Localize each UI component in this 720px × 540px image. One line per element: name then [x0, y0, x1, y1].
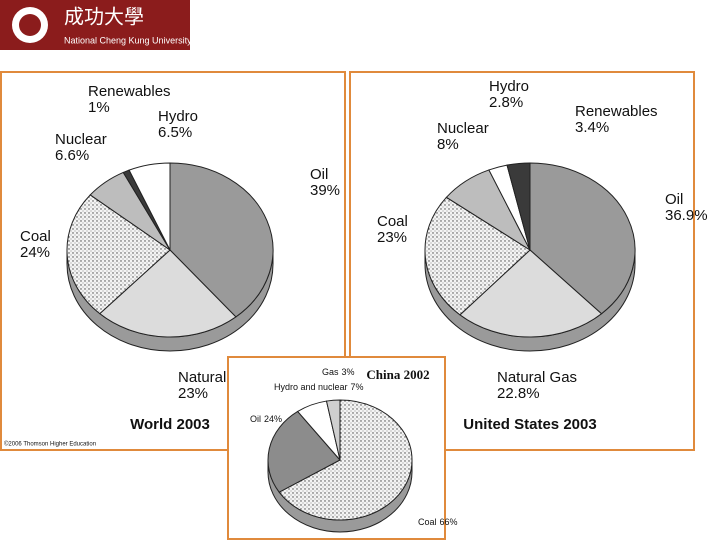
credit: ©2006 Thomson Higher Education	[4, 441, 96, 448]
pie-slice	[66, 194, 171, 315]
chart-title: United States 2003	[463, 416, 596, 433]
slice-value: 24%	[264, 414, 282, 424]
pie-slice	[128, 162, 171, 251]
emblem-core	[19, 14, 41, 36]
slice-value: 7%	[351, 382, 364, 392]
slice-value: 3.4%	[575, 119, 609, 136]
pie-slice	[325, 399, 341, 461]
university-name: National Cheng Kung University	[64, 35, 192, 45]
chart-china: Coal 66% Oil 24% Hydro and nuclear 7% Gas 3% Chi…	[250, 367, 458, 533]
slice-label: Nuclear	[437, 120, 489, 137]
pie-slice	[424, 196, 531, 316]
chart-title: World 2003	[130, 416, 210, 433]
slice-value: 66%	[440, 517, 458, 527]
pie-slice	[278, 399, 413, 521]
slice-value: 24%	[20, 244, 50, 261]
slice-value: 39%	[310, 182, 340, 199]
pie-slice	[529, 162, 636, 315]
slice-value: 2.8%	[489, 94, 523, 111]
slice-category: Oil	[250, 414, 261, 424]
slice-label: Gas 3%	[322, 367, 355, 377]
slice-value: 23%	[178, 385, 208, 402]
slice-label: Nuclear	[55, 131, 107, 148]
slice-category: Coal	[418, 517, 437, 527]
slice-label: Oil	[310, 166, 328, 183]
slice-label: Renewables	[575, 103, 658, 120]
slice-value: 8%	[437, 136, 459, 153]
pie-slice	[459, 249, 603, 338]
pie-slice	[506, 162, 531, 251]
slice-category: Hydro and nuclear	[274, 382, 348, 392]
pie-slice	[169, 162, 274, 318]
slice-label: Coal	[20, 228, 51, 245]
slice-category: Gas	[322, 367, 339, 377]
slice-value: 6.6%	[55, 147, 89, 164]
slice-label: Renewables	[88, 83, 171, 100]
logo-text: 成功大學	[64, 5, 144, 29]
slice-label: Hydro and nuclear 7%	[274, 382, 364, 392]
slice-label: Natural Gas	[497, 369, 577, 386]
slice-value: 36.9%	[665, 207, 708, 224]
slice-label: Oil	[665, 191, 683, 208]
chart-title: China 2002	[366, 367, 429, 382]
pie-slice	[99, 249, 237, 338]
slice-label: Coal 66%	[418, 517, 458, 527]
slice-value: 6.5%	[158, 124, 192, 141]
slice-value: 22.8%	[497, 385, 540, 402]
slice-label: Oil 24%	[250, 414, 282, 424]
slice-label: Hydro	[489, 78, 529, 95]
pie-slice	[267, 410, 341, 493]
slice-value: 3%	[342, 367, 355, 377]
slice-value: 1%	[88, 99, 110, 116]
slice-label: Hydro	[158, 108, 198, 125]
slice-label: Coal	[377, 213, 408, 230]
slice-value: 23%	[377, 229, 407, 246]
